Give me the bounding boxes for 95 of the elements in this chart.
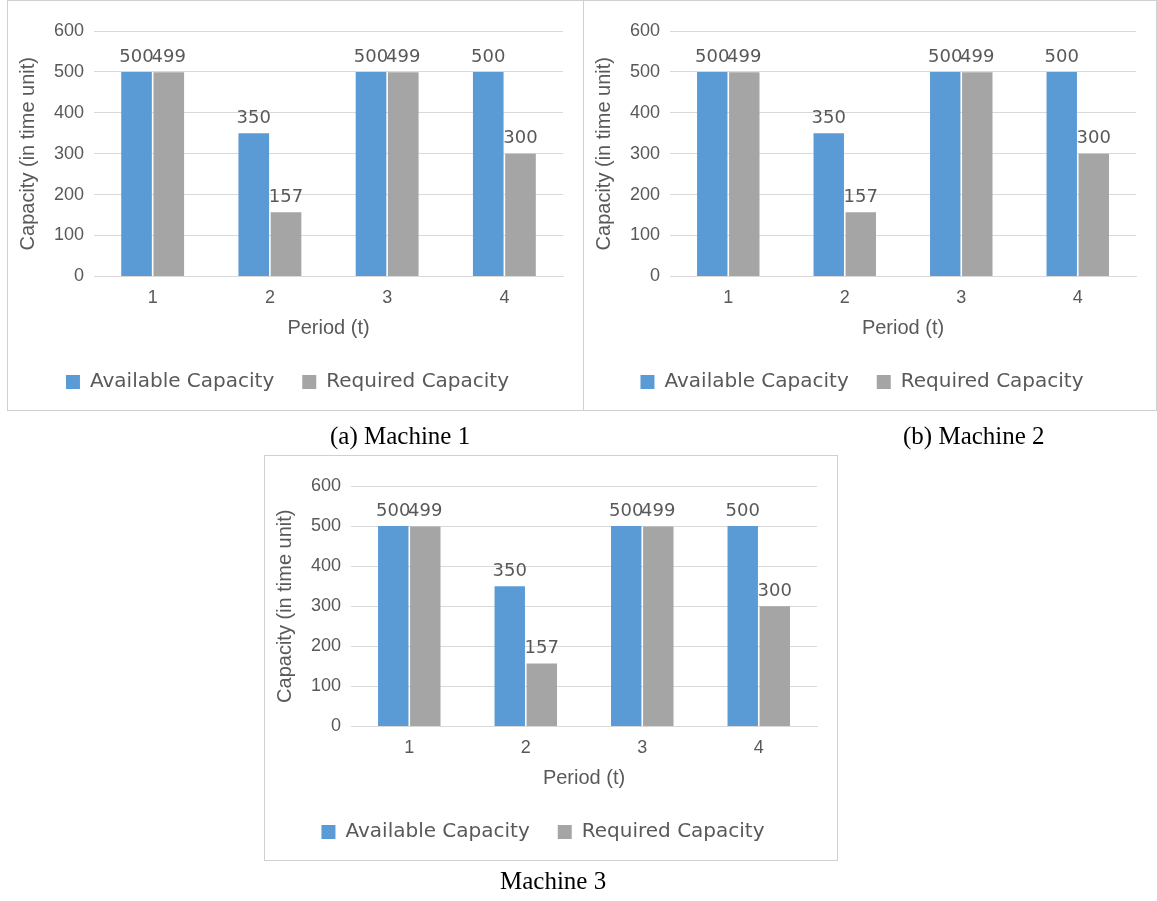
- data-label: 350: [811, 105, 846, 127]
- y-tick-label: 100: [310, 675, 342, 696]
- bar: [1078, 153, 1109, 276]
- bar: [526, 663, 558, 726]
- y-tick-label: 400: [310, 555, 342, 576]
- bar: [1046, 71, 1077, 276]
- y-tick-label: 500: [629, 60, 661, 81]
- bar: [153, 72, 185, 276]
- bar: [962, 72, 993, 276]
- bar: [270, 212, 302, 276]
- bar: [611, 526, 642, 726]
- y-tick-label: 200: [310, 635, 342, 656]
- data-label: 500: [609, 498, 644, 520]
- y-tick-label: 600: [310, 474, 342, 495]
- y-tick-label: 300: [53, 142, 85, 163]
- y-tick-label: 300: [310, 595, 342, 616]
- bar: [729, 72, 760, 276]
- bar: [930, 71, 961, 276]
- data-label: 500: [695, 44, 730, 66]
- text: Machine 3: [500, 867, 607, 895]
- legend-label: Available Capacity: [345, 818, 530, 843]
- x-tick-label: 4: [1072, 287, 1083, 308]
- x-tick-label: 3: [382, 287, 393, 308]
- data-label: 499: [727, 44, 762, 66]
- y-tick-label: 500: [310, 515, 342, 536]
- data-label: 500: [119, 44, 154, 66]
- bar: [813, 133, 844, 276]
- data-label: 499: [408, 499, 443, 521]
- bar: [410, 526, 441, 726]
- data-label: 350: [236, 105, 271, 127]
- y-tick-label: 0: [331, 715, 342, 736]
- x-tick-label: 4: [499, 287, 510, 308]
- data-label: 499: [386, 44, 421, 66]
- data-label: 157: [843, 184, 878, 206]
- y-axis-title: Capacity (in time unit): [15, 57, 38, 251]
- y-tick-label: 100: [629, 224, 661, 245]
- text: (a) Machine 1: [330, 422, 471, 450]
- legend-label: Required Capacity: [326, 368, 510, 393]
- x-tick-label: 2: [520, 737, 531, 758]
- bar: [238, 133, 270, 276]
- y-tick-label: 600: [53, 19, 85, 40]
- bar: [505, 153, 536, 276]
- data-label: 499: [960, 44, 995, 66]
- bar: [121, 71, 152, 276]
- y-tick-label: 300: [629, 142, 661, 163]
- bar: [643, 526, 674, 726]
- legend-label: Required Capacity: [581, 818, 765, 843]
- bar: [697, 71, 728, 276]
- y-tick-label: 600: [629, 19, 661, 40]
- data-label: 500: [725, 498, 760, 520]
- y-tick-label: 200: [629, 183, 661, 204]
- x-tick-label: 3: [637, 737, 648, 758]
- x-axis-title: Period (t): [542, 765, 626, 788]
- y-tick-label: 400: [53, 101, 85, 122]
- legend-label: Available Capacity: [89, 368, 275, 393]
- y-tick-label: 0: [74, 265, 85, 286]
- x-tick-label: 2: [839, 287, 850, 308]
- bar: [472, 71, 504, 276]
- x-tick-label: 1: [404, 737, 415, 758]
- bar: [494, 586, 525, 726]
- bar: [387, 72, 419, 276]
- data-label: 300: [757, 578, 792, 600]
- text: (b) Machine 2: [903, 422, 1045, 450]
- data-label: 500: [471, 44, 506, 66]
- data-label: 500: [928, 44, 963, 66]
- data-label: 499: [151, 44, 186, 66]
- legend-label: Required Capacity: [900, 368, 1084, 393]
- data-label: 500: [376, 498, 411, 520]
- x-tick-label: 1: [723, 287, 734, 308]
- bar: [845, 212, 877, 276]
- x-tick-label: 3: [956, 287, 967, 308]
- data-label: 157: [524, 636, 559, 658]
- y-tick-label: 400: [629, 101, 661, 122]
- y-axis-title: Capacity (in time unit): [591, 57, 614, 251]
- y-tick-label: 0: [650, 265, 661, 286]
- y-tick-label: 200: [53, 183, 85, 204]
- bar: [727, 526, 758, 726]
- x-axis-title: Period (t): [861, 315, 945, 338]
- y-tick-label: 100: [53, 224, 85, 245]
- data-label: 499: [641, 499, 676, 521]
- x-tick-label: 1: [147, 287, 158, 308]
- data-label: 300: [1076, 126, 1111, 148]
- y-axis-title: Capacity (in time unit): [272, 509, 295, 703]
- bar: [759, 606, 790, 726]
- data-label: 350: [492, 558, 527, 580]
- legend-label: Available Capacity: [664, 368, 849, 393]
- data-label: 157: [268, 184, 304, 206]
- x-axis-title: Period (t): [287, 315, 370, 338]
- data-label: 500: [1044, 44, 1079, 66]
- y-tick-label: 500: [53, 60, 85, 81]
- data-label: 300: [503, 126, 538, 148]
- x-tick-label: 2: [264, 287, 275, 308]
- x-tick-label: 4: [753, 737, 764, 758]
- bar: [355, 71, 387, 276]
- bar: [378, 526, 409, 726]
